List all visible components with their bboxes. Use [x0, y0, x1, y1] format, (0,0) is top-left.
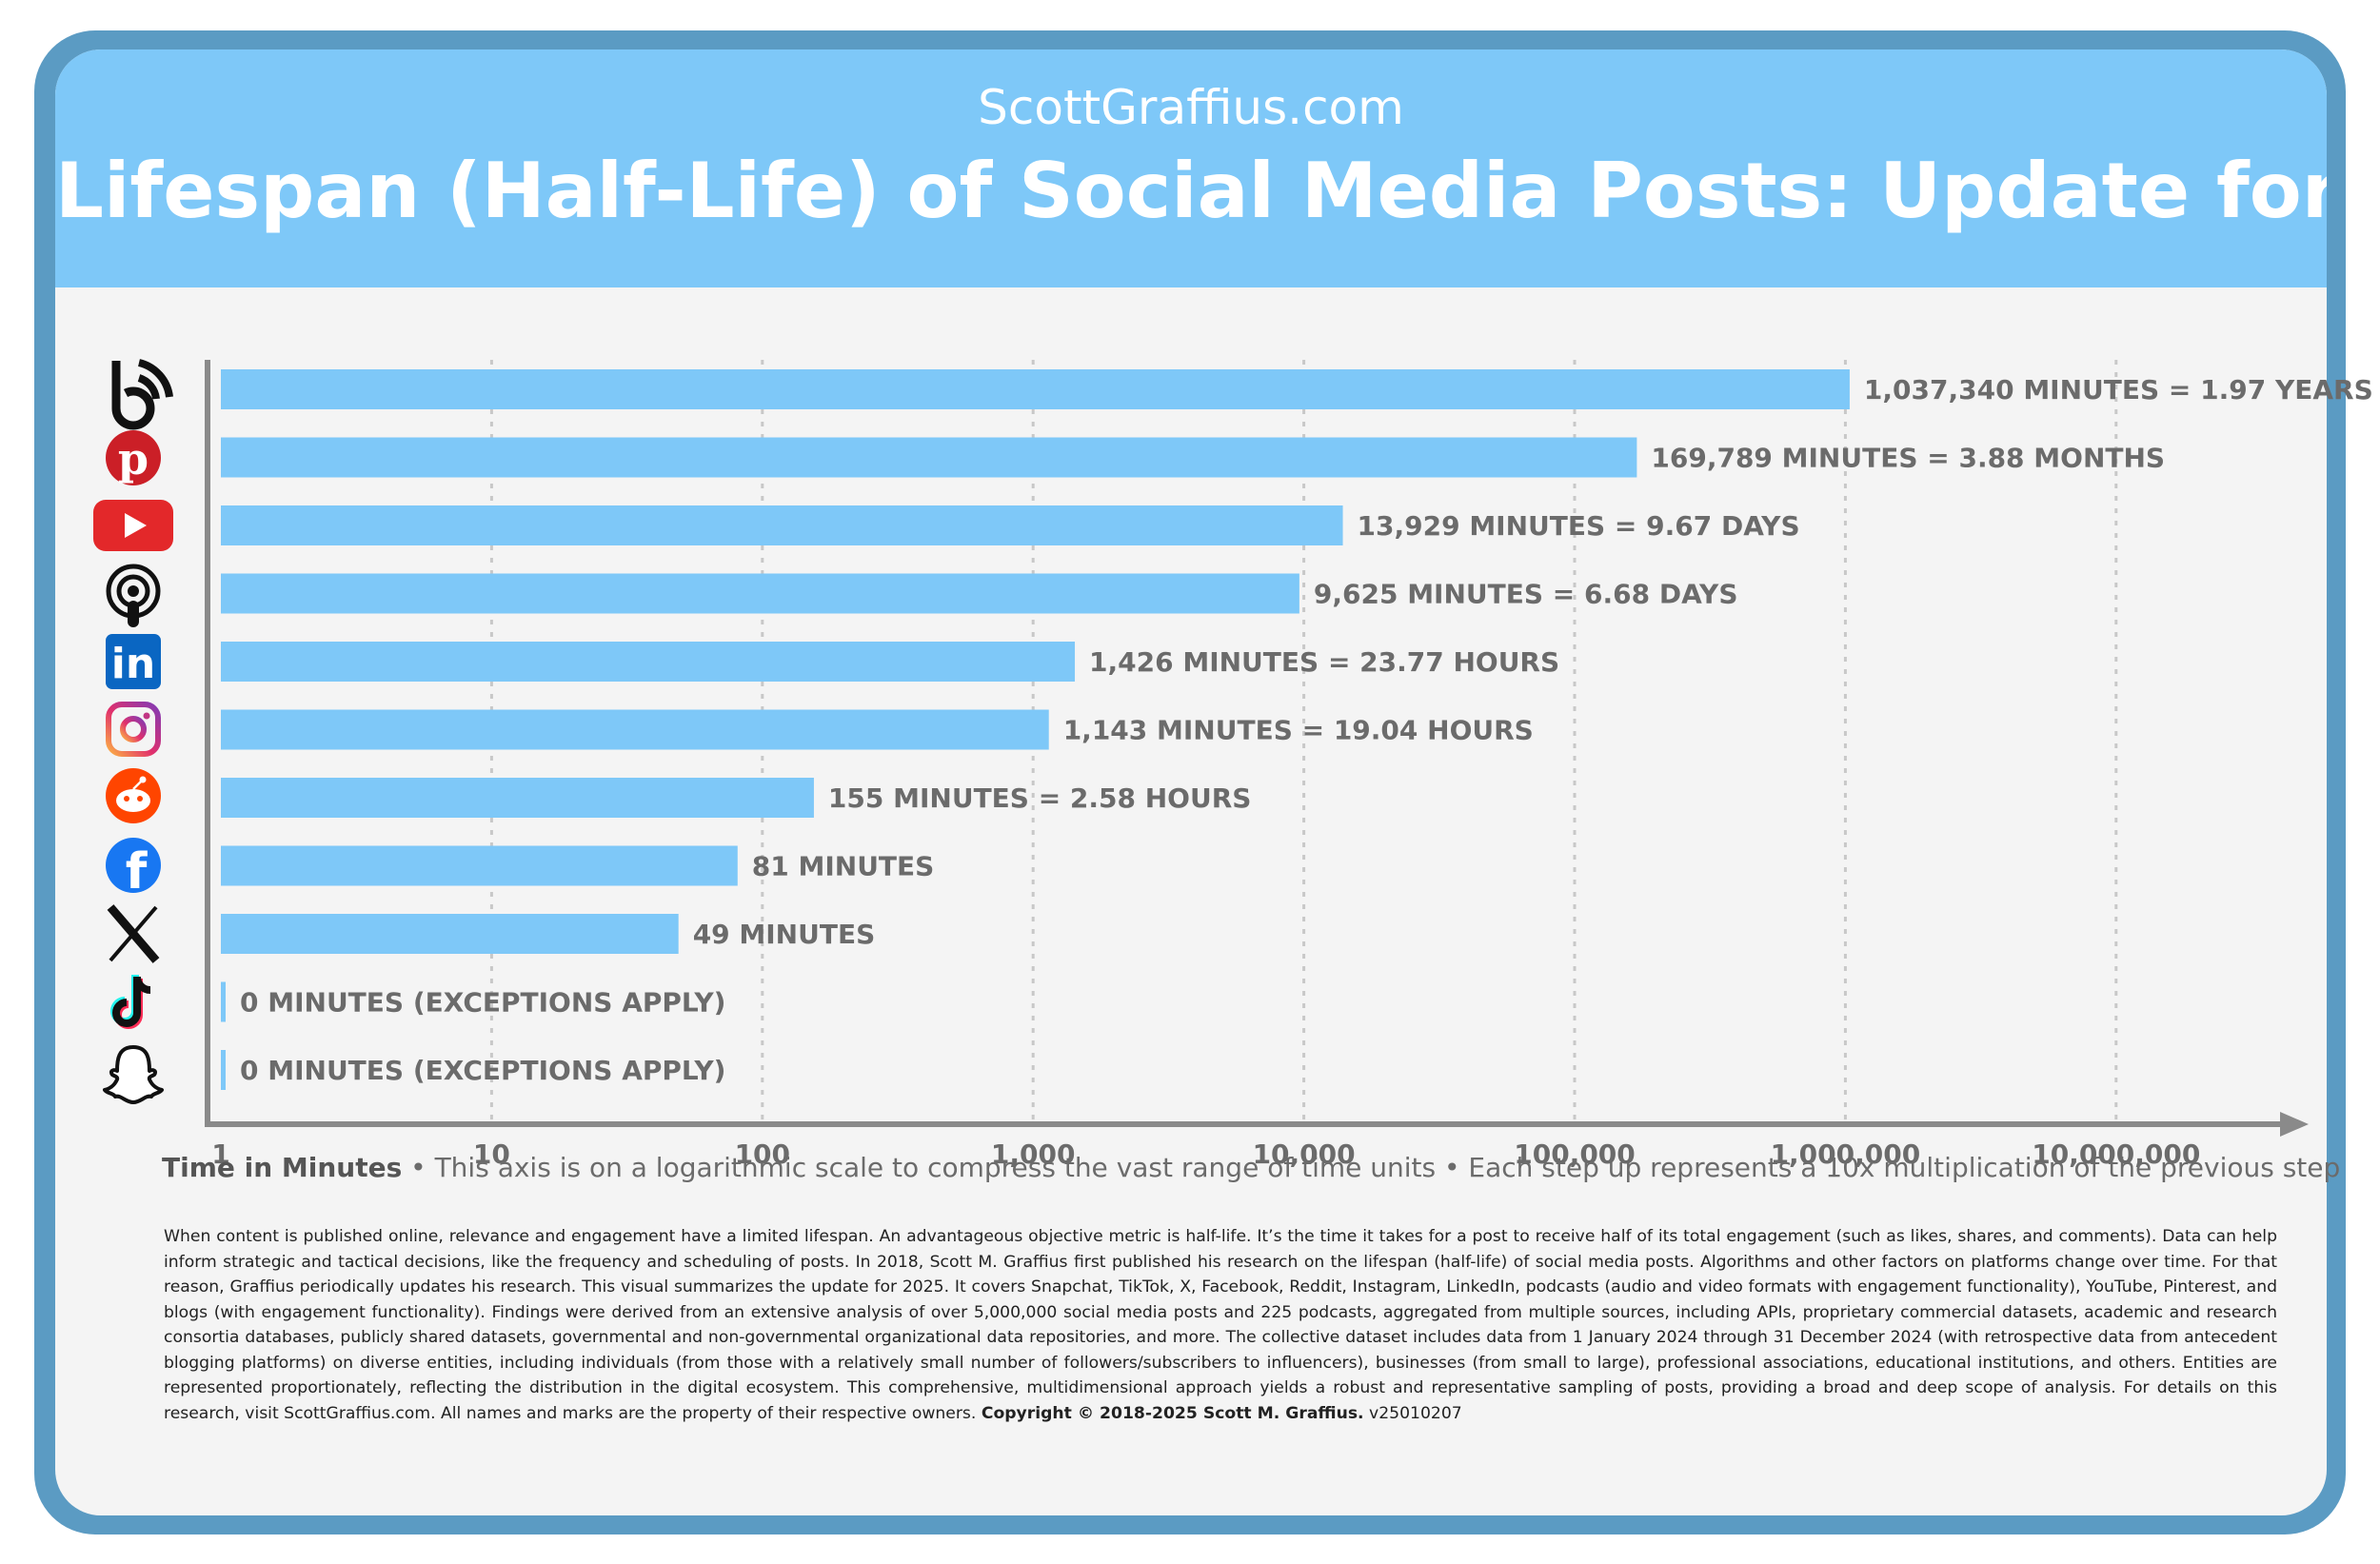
linkedin-icon: in [106, 634, 161, 689]
x-tick-label: 10,000 [1253, 1138, 1356, 1170]
bar [221, 437, 1637, 478]
version: v25010207 [1369, 1403, 1462, 1423]
x-tick-label: 100,000 [1514, 1138, 1636, 1170]
bar-value-label: 9,625 MINUTES = 6.68 DAYS [1314, 579, 1738, 610]
bar-value-label: 1,143 MINUTES = 19.04 HOURS [1063, 715, 1534, 746]
bar [221, 914, 679, 954]
header-banner: ScottGraffius.com Lifespan (Half-Life) o… [55, 49, 2327, 287]
bar [221, 573, 1299, 614]
svg-text:in: in [111, 640, 155, 688]
x-tick-label: 1,000 [991, 1138, 1076, 1170]
x-tick-label: 100 [735, 1138, 790, 1170]
site-name: ScottGraffius.com [978, 80, 1404, 135]
bar-value-label: 0 MINUTES (EXCEPTIONS APPLY) [240, 987, 725, 1019]
x-tick-label: 10 [473, 1138, 510, 1170]
youtube-icon [93, 500, 173, 551]
bar-value-label: 1,426 MINUTES = 23.77 HOURS [1089, 646, 1559, 678]
bar-value-label: 81 MINUTES [752, 851, 935, 882]
svg-text:p: p [118, 433, 149, 485]
infographic-card: ScottGraffius.com Lifespan (Half-Life) o… [55, 49, 2327, 1515]
reddit-icon [106, 768, 161, 823]
bar [221, 369, 1850, 409]
bar [221, 845, 738, 886]
copyright: Copyright © 2018-2025 Scott M. Graffius. [981, 1403, 1364, 1423]
x-axis-arrow [2280, 1112, 2309, 1137]
x-tick-label: 10,000,000 [2032, 1138, 2200, 1170]
bar-value-label: 1,037,340 MINUTES = 1.97 YEARS [1864, 374, 2373, 406]
research-description: When content is published online, releva… [164, 1224, 2277, 1426]
tiktok-icon [110, 975, 151, 1029]
x-icon [107, 904, 160, 963]
bar-value-label: 13,929 MINUTES = 9.67 DAYS [1358, 510, 1800, 542]
page-title: Lifespan (Half-Life) of Social Media Pos… [55, 147, 2327, 235]
instagram-icon [106, 702, 161, 757]
platform-icons: p in [93, 359, 173, 1104]
bar [221, 1050, 226, 1090]
pinterest-icon: p [106, 430, 161, 485]
bar-value-label: 49 MINUTES [693, 919, 876, 950]
bar-value-label: 155 MINUTES = 2.58 HOURS [828, 782, 1252, 814]
facebook-icon: f [106, 838, 161, 901]
bar-value-label: 169,789 MINUTES = 3.88 MONTHS [1651, 443, 2165, 474]
bar [221, 709, 1049, 750]
bar-value-label: 0 MINUTES (EXCEPTIONS APPLY) [240, 1055, 725, 1086]
x-tick-label: 1 [211, 1138, 229, 1170]
x-axis: 1 10 100 1,000 10,000 100,000 1,000,000 10,000,… [205, 360, 2309, 1170]
gridlines [489, 360, 2118, 1124]
bar [221, 981, 226, 1022]
bar [221, 505, 1343, 545]
bars: 1,037,340 MINUTES = 1.97 YEARS 169,789 MI… [221, 369, 2373, 1090]
bar [221, 642, 1076, 682]
axis-note: Time in Minutes • This axis is on a loga… [162, 1152, 2340, 1183]
bar [221, 778, 814, 818]
blog-icon [111, 359, 173, 430]
axis-explanation: • This axis is on a logarithmic scale to… [402, 1152, 2341, 1183]
x-tick-label: 1,000,000 [1771, 1138, 1921, 1170]
description-text: When content is published online, releva… [164, 1227, 2277, 1423]
podcast-icon [106, 564, 161, 627]
snapchat-icon [103, 1045, 164, 1104]
axis-title: Time in Minutes [162, 1152, 403, 1183]
svg-text:f: f [126, 843, 149, 901]
